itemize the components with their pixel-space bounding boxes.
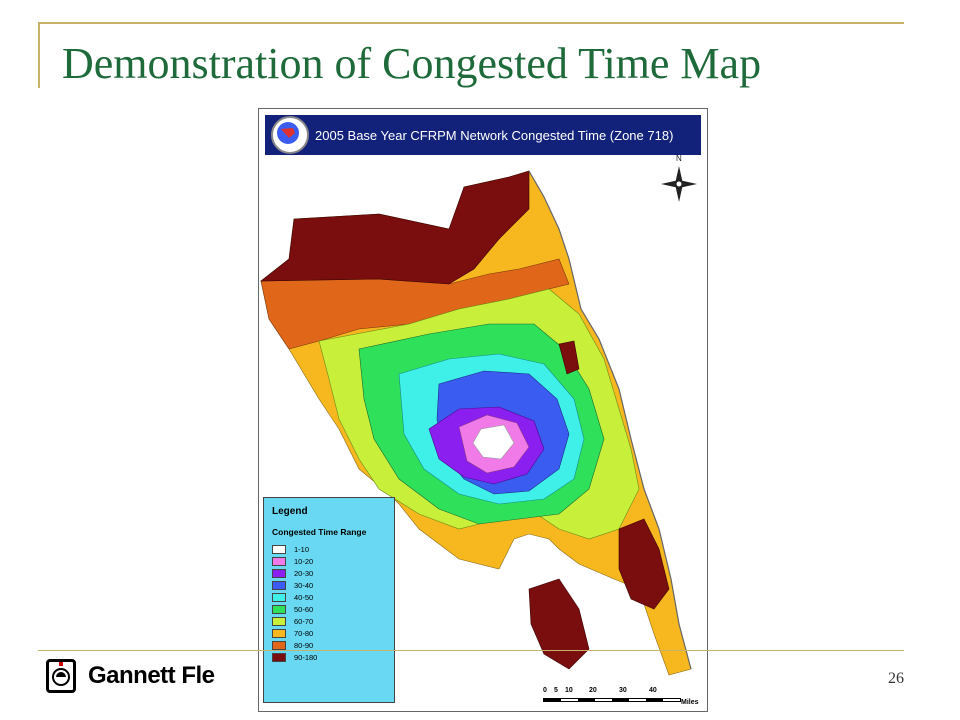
legend-swatch [272, 616, 286, 626]
legend-label: 30-40 [294, 580, 314, 590]
zone-1-10 [472, 424, 515, 460]
map-legend: Legend Congested Time Range 1-10 10-20 20-… [263, 497, 395, 703]
scale-tick-label: 5 [554, 687, 558, 694]
legend-title: Legend [272, 506, 308, 517]
legend-item: 60-70 [272, 615, 394, 627]
legend-item: 50-60 [272, 603, 394, 615]
legend-swatch [272, 556, 286, 566]
scale-tick-label: 30 [619, 687, 627, 694]
north-label: N [676, 154, 682, 163]
legend-items: 1-10 10-20 20-30 30-40 40-50 50-60 60-70 70-80 8… [264, 543, 394, 663]
legend-label: 70-80 [294, 628, 314, 638]
map-title: 2005 Base Year CFRPM Network Congested T… [315, 127, 674, 143]
legend-subtitle: Congested Time Range [272, 527, 367, 537]
legend-item: 90-180 [272, 651, 394, 663]
legend-label: 50-60 [294, 604, 314, 614]
legend-swatch [272, 640, 286, 650]
legend-label: 60-70 [294, 616, 314, 626]
congested-time-map: N 2005 Base Year CFRPM Network Congested… [258, 108, 708, 712]
zone-90-180-south [528, 578, 590, 670]
legend-swatch [272, 592, 286, 602]
legend-swatch [272, 568, 286, 578]
scale-bar: 0 5 10 20 30 40 Miles [543, 687, 699, 709]
scale-line [543, 698, 681, 702]
footer-rule [38, 650, 904, 651]
scale-tick-label: 0 [543, 687, 547, 694]
zone-90-180-north [260, 170, 530, 285]
zone-90-180-southeast [618, 518, 670, 610]
legend-label: 1-10 [294, 544, 310, 554]
legend-item: 40-50 [272, 591, 394, 603]
legend-label: 20-30 [294, 568, 314, 578]
coastal-strip [528, 170, 692, 670]
logo-mark-icon [46, 659, 76, 693]
north-arrow-icon [661, 166, 697, 202]
logo-text: Gannett Fle [88, 662, 215, 689]
legend-label: 10-20 [294, 556, 314, 566]
region-map: N [260, 154, 697, 676]
legend-item: 70-80 [272, 627, 394, 639]
legend-item: 20-30 [272, 567, 394, 579]
legend-label: 90-180 [294, 652, 318, 662]
frame-left-rule [38, 22, 40, 88]
slide-title: Demonstration of Congested Time Map [62, 39, 762, 88]
company-logo: Gannett Fle [46, 656, 215, 696]
state-seal-icon [271, 116, 309, 154]
scale-tick-label: 40 [649, 687, 657, 694]
scale-unit: Miles [681, 699, 699, 706]
legend-item: 30-40 [272, 579, 394, 591]
legend-item: 80-90 [272, 639, 394, 651]
legend-swatch [272, 544, 286, 554]
legend-label: 80-90 [294, 640, 314, 650]
legend-swatch [272, 652, 286, 662]
legend-swatch [272, 580, 286, 590]
frame-top-rule [38, 22, 904, 24]
legend-label: 40-50 [294, 592, 314, 602]
page-number: 26 [888, 670, 904, 687]
legend-swatch [272, 604, 286, 614]
map-title-banner: 2005 Base Year CFRPM Network Congested T… [265, 115, 701, 155]
legend-item: 1-10 [272, 543, 394, 555]
scale-tick-label: 10 [565, 687, 573, 694]
zone-90-180-east [558, 340, 580, 375]
legend-item: 10-20 [272, 555, 394, 567]
scale-tick-label: 20 [589, 687, 597, 694]
legend-swatch [272, 628, 286, 638]
